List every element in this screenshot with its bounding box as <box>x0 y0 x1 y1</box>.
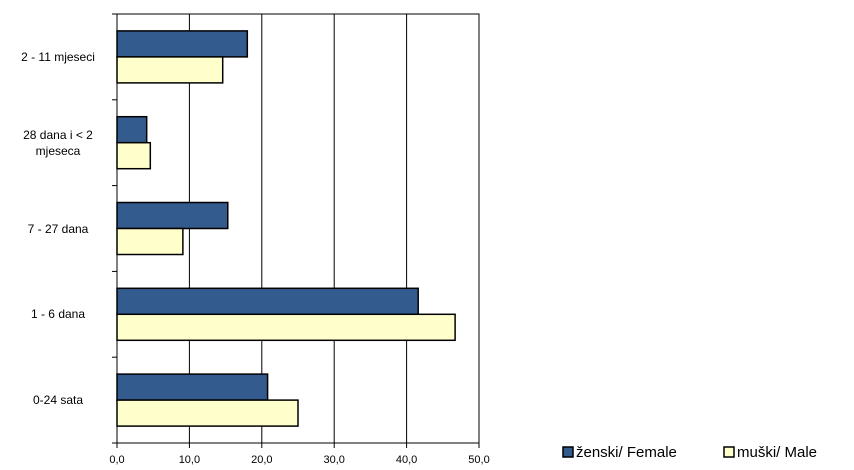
x-tick-label: 0,0 <box>109 454 124 466</box>
y-tick-label: 7 - 27 dana <box>27 221 89 236</box>
y-tick-label: 1 - 6 dana <box>30 307 86 322</box>
legend-swatch <box>723 446 735 458</box>
x-tick-label: 50,0 <box>468 454 489 466</box>
bar <box>116 373 269 401</box>
bar <box>116 115 148 144</box>
y-tick-label: 0-24 sata <box>32 393 84 408</box>
legend-swatch <box>562 446 574 458</box>
bar <box>116 201 229 230</box>
y-tick-label: 2 - 11 mjeseci <box>21 49 95 64</box>
x-tick-label: 10,0 <box>179 454 200 466</box>
legend-label: ženski/ Female <box>576 444 677 461</box>
x-tick-label: 20,0 <box>251 454 272 466</box>
bar <box>116 141 152 170</box>
legend-label: muški/ Male <box>737 444 817 461</box>
bar <box>116 30 249 58</box>
bar <box>116 313 456 342</box>
bar <box>116 227 184 256</box>
x-tick-label: 30,0 <box>323 454 344 466</box>
bar <box>116 399 299 427</box>
bar <box>116 56 224 84</box>
bar <box>116 287 419 316</box>
x-tick-label: 40,0 <box>396 454 417 466</box>
y-tick-label: 28 dana i < 2 mjeseca <box>23 127 93 158</box>
